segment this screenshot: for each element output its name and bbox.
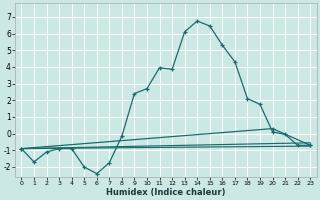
X-axis label: Humidex (Indice chaleur): Humidex (Indice chaleur) — [106, 188, 226, 197]
